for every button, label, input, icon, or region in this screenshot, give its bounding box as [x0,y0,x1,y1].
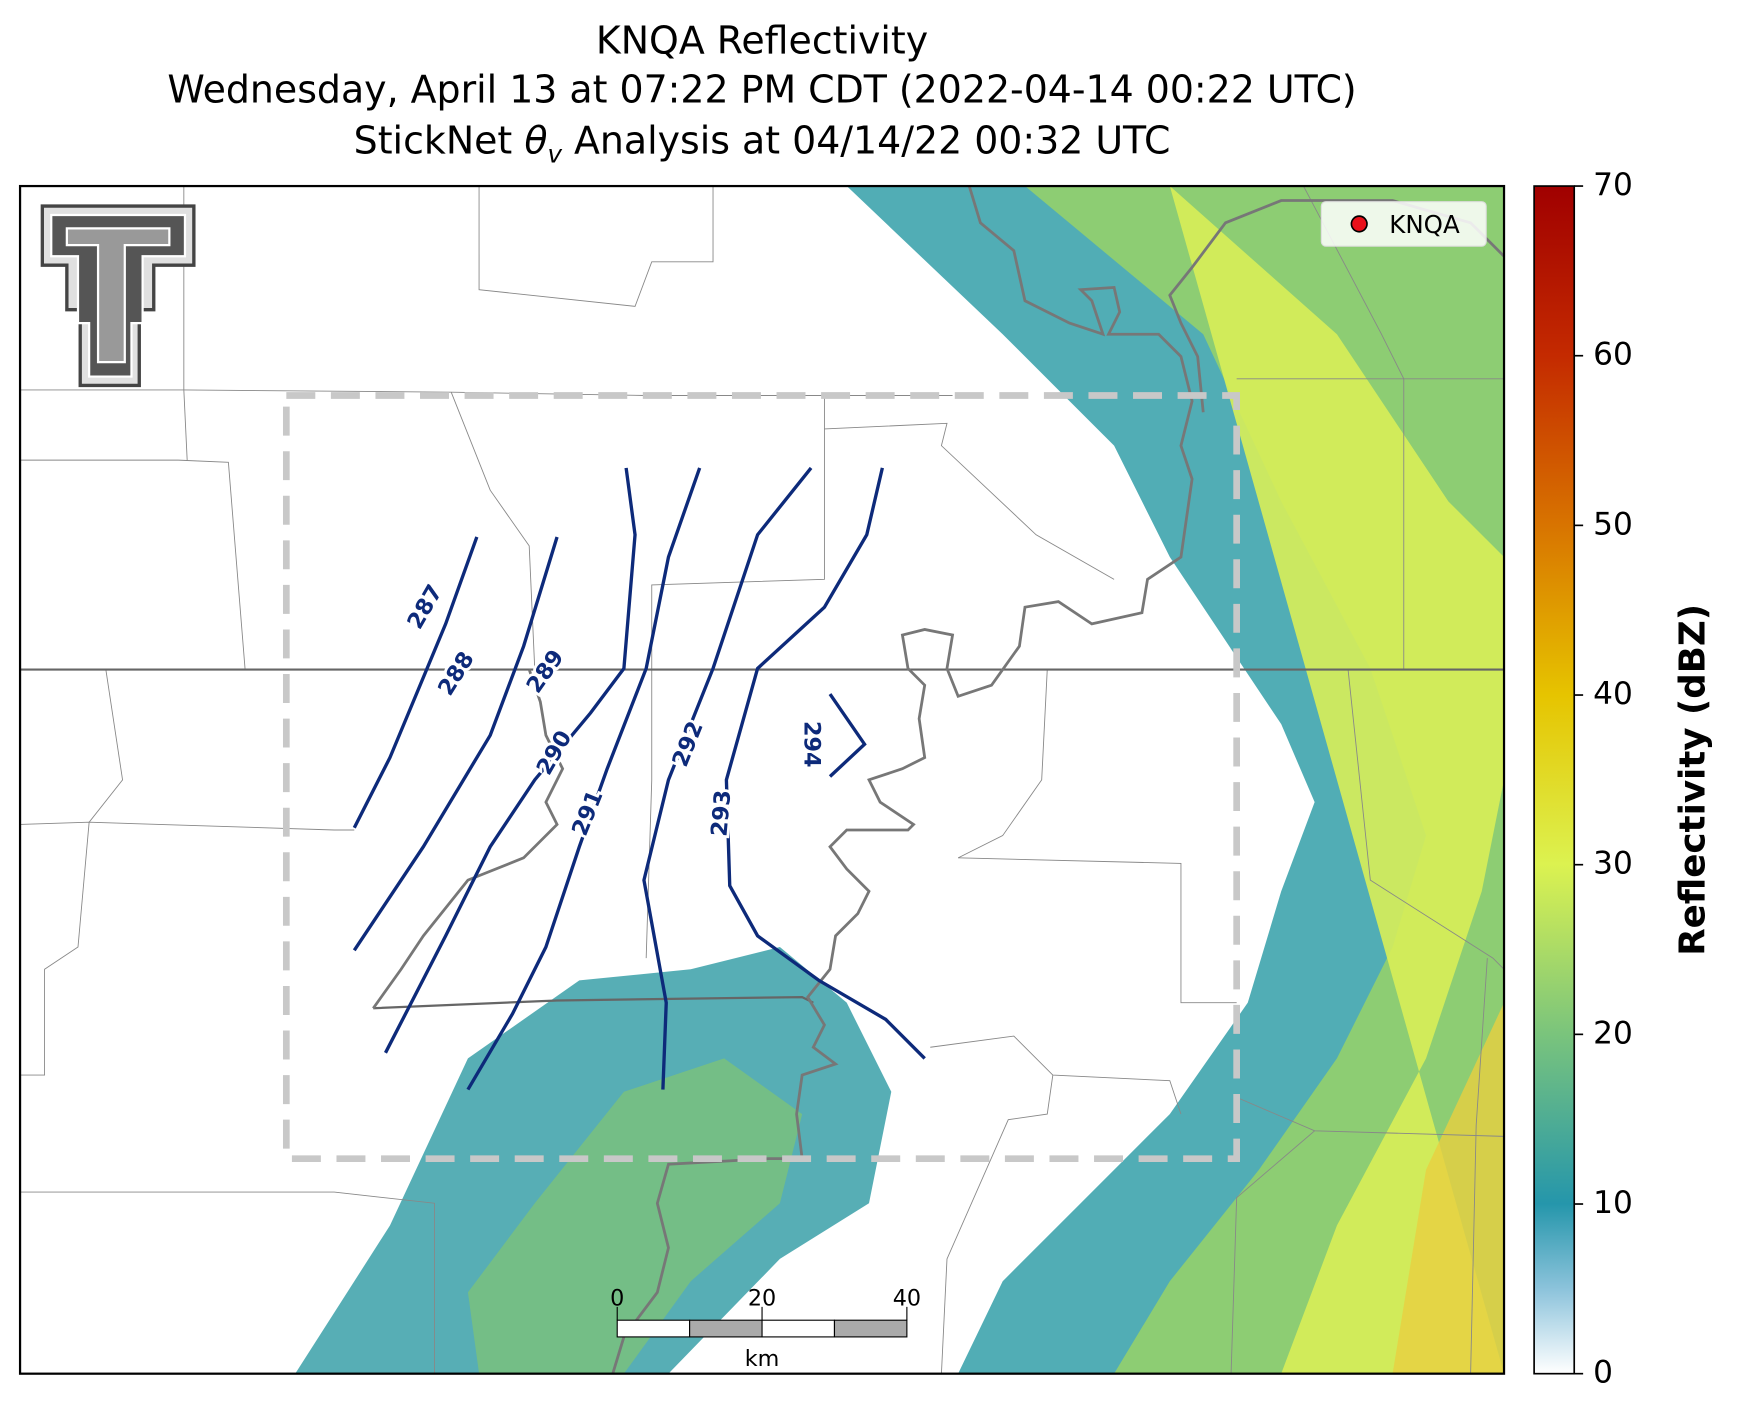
title-symbol: θ [524,119,547,163]
county-line [450,391,536,670]
reflectivity [295,186,1505,1374]
legend: KNQA [1320,201,1487,247]
scale-label: 20 [748,1286,776,1312]
title-line: StickNet θv Analysis at 04/14/22 00:32 U… [354,119,1171,169]
colorbar-tick-label: 60 [1593,337,1633,373]
county-line [958,857,1237,1004]
analysis-domain [282,392,1240,1162]
scale-label: 0 [610,1286,624,1312]
contour-label: 294 [799,721,825,767]
title-part: Analysis at 04/14/22 00:32 UTC [562,119,1170,163]
contour-label: 293 [706,789,736,838]
colorbar [1533,185,1576,1375]
river [372,669,565,1010]
title-line: Wednesday, April 13 at 07:22 PM CDT (202… [167,67,1356,111]
contour-line [724,467,926,1060]
contour-line [828,693,867,778]
state-line [373,995,814,1010]
title-line: KNQA Reflectivity [596,18,928,62]
colorbar-tick-label: 10 [1593,1185,1633,1221]
map: 287 288 289 290 291 292 293 294 KNQA 0 20… [20,186,1505,1374]
county-line [1230,1130,1315,1374]
contour-line [352,536,559,952]
echo [467,1058,803,1374]
colorbar-tick-label: 30 [1593,846,1633,882]
legend-marker [1350,215,1368,233]
scale-segment [616,1319,691,1338]
county-line [20,669,124,1076]
scale-unit: km [745,1346,780,1372]
county-line [824,422,1115,580]
contour-line [352,536,479,829]
map-frame [18,184,1506,1375]
scale-segment [833,1319,908,1338]
colorbar-tick-label: 70 [1593,167,1633,203]
title-subscript: v [548,140,563,169]
echo [1169,186,1505,1374]
colorbar-ticks: 0 10 20 30 40 50 60 70 [1574,167,1633,1391]
colorbar-tick-label: 50 [1593,506,1633,542]
colorbar-label: Reflectivity (dBZ) [1673,604,1714,956]
colorbar-tick-label: 0 [1593,1355,1613,1391]
county-line [20,459,246,670]
colorbar-tick-label: 20 [1593,1015,1633,1051]
county-line [957,669,1048,859]
county-line [20,821,355,831]
county-line [940,1075,1054,1374]
scale-bar: 0 20 40 km [610,1286,921,1372]
contour-line [466,467,702,1091]
legend-box [1320,201,1487,247]
county-line [651,395,825,670]
scale-segment [689,1319,763,1338]
colorbar-tick-label: 40 [1593,676,1633,712]
contour-line [642,466,813,1090]
scale-label: 40 [893,1286,921,1312]
logo [40,204,196,388]
county-line [1347,669,1505,970]
county-line [478,186,714,307]
river [611,186,1194,1374]
county-line [1470,958,1488,1374]
contour-line [383,467,637,1054]
legend-label: KNQA [1389,210,1460,239]
county-line [1303,186,1405,670]
county-line [20,1191,435,1374]
echo [1392,1002,1505,1374]
scale-segment [761,1319,836,1338]
title-part: StickNet [354,119,525,163]
